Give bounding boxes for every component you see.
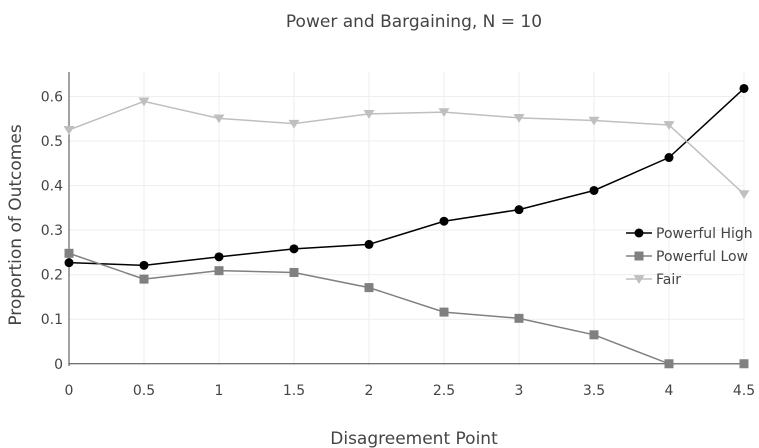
legend-item-fair: Fair bbox=[626, 272, 681, 288]
data-point-fair bbox=[213, 114, 225, 124]
legend-item-powerful-high: Powerful High bbox=[626, 226, 753, 242]
data-point-powerful-high bbox=[664, 153, 674, 163]
legend-label: Fair bbox=[656, 272, 681, 288]
data-point-fair bbox=[738, 190, 750, 200]
data-point-fair bbox=[138, 97, 150, 107]
y-tick-label: 0.6 bbox=[41, 90, 63, 106]
data-point-powerful-low bbox=[739, 359, 749, 369]
series-line-powerful-high bbox=[68, 87, 745, 267]
data-point-fair bbox=[288, 119, 300, 129]
x-tick-label: 4 bbox=[665, 383, 674, 399]
legend-marker bbox=[634, 251, 644, 261]
data-point-powerful-low bbox=[514, 313, 524, 323]
data-point-fair bbox=[438, 108, 450, 118]
data-point-powerful-high bbox=[214, 252, 224, 262]
plot-area bbox=[63, 83, 750, 369]
data-point-powerful-high bbox=[514, 205, 524, 215]
data-point-powerful-low bbox=[289, 267, 299, 277]
x-tick-label: 1.5 bbox=[283, 383, 305, 399]
x-tick-label: 3 bbox=[515, 383, 524, 399]
y-tick-label: 0 bbox=[54, 357, 63, 373]
x-tick-label: 0.5 bbox=[133, 383, 155, 399]
data-point-powerful-high bbox=[739, 83, 749, 93]
x-tick-label: 4.5 bbox=[733, 383, 755, 399]
axes: 0 0.1 0.2 0.3 0.4 0.5 0.6 0 0.5 1 1.5 2 2.5 3 3.5 4 4.5 bbox=[41, 72, 755, 399]
y-tick-label: 0.3 bbox=[41, 223, 63, 239]
data-point-powerful-low bbox=[589, 330, 599, 340]
legend: Powerful High Powerful Low Fair bbox=[626, 226, 753, 288]
legend-label: Powerful Low bbox=[656, 249, 748, 265]
x-tick-label: 2.5 bbox=[433, 383, 455, 399]
data-point-powerful-low bbox=[664, 359, 674, 369]
y-tick-label: 0.5 bbox=[41, 134, 63, 150]
data-point-powerful-low bbox=[64, 248, 74, 258]
x-axis-title: Disagreement Point bbox=[330, 429, 498, 448]
legend-marker bbox=[633, 275, 645, 284]
data-point-powerful-low bbox=[364, 283, 374, 293]
data-point-fair bbox=[363, 110, 375, 119]
y-axis-title: Proportion of Outcomes bbox=[6, 124, 26, 325]
data-point-fair bbox=[588, 116, 600, 126]
data-point-fair bbox=[663, 121, 675, 130]
x-tick-label: 1 bbox=[215, 383, 224, 399]
legend-item-powerful-low: Powerful Low bbox=[626, 249, 748, 265]
data-point-powerful-low bbox=[139, 274, 149, 284]
data-point-powerful-low bbox=[214, 266, 224, 276]
data-point-powerful-high bbox=[139, 260, 149, 270]
grid bbox=[69, 72, 745, 366]
legend-label: Powerful High bbox=[656, 226, 753, 242]
data-point-fair bbox=[63, 126, 75, 135]
y-tick-label: 0.2 bbox=[41, 268, 63, 284]
data-point-powerful-high bbox=[289, 244, 299, 254]
data-point-powerful-low bbox=[439, 307, 449, 317]
data-point-fair bbox=[513, 114, 525, 123]
x-tick-label: 0 bbox=[65, 383, 74, 399]
series-line-powerful-low bbox=[68, 252, 744, 365]
x-tick-label: 3.5 bbox=[583, 383, 605, 399]
y-tick-label: 0.1 bbox=[41, 312, 63, 328]
legend-marker bbox=[634, 228, 644, 238]
series-line-fair bbox=[68, 100, 745, 195]
chart-title: Power and Bargaining, N = 10 bbox=[286, 12, 542, 32]
data-point-powerful-high bbox=[364, 239, 374, 249]
data-point-powerful-high bbox=[589, 185, 599, 195]
y-tick-label: 0.4 bbox=[41, 179, 63, 195]
x-tick-label: 2 bbox=[365, 383, 374, 399]
data-point-powerful-high bbox=[439, 216, 449, 226]
data-point-powerful-high bbox=[64, 258, 74, 268]
